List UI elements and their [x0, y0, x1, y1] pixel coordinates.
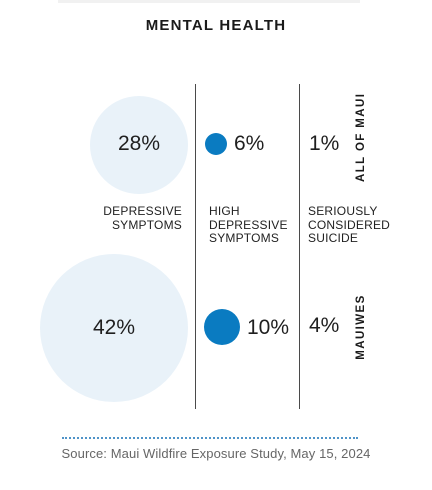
column-label-line: SERIOUSLY — [308, 204, 378, 218]
high-depressive-mauiwes-dot — [204, 309, 240, 345]
column-label-line: DEPRESSIVE — [103, 204, 182, 218]
column-divider-2 — [299, 84, 300, 409]
depressive-mauiwes-bubble — [40, 254, 188, 402]
row-label-all-of-maui: ALL OF MAUI — [355, 92, 367, 182]
suicide-all-value: 1% — [309, 132, 340, 155]
column-label-line: SUICIDE — [308, 231, 359, 245]
column-label-depressive: DEPRESSIVE SYMPTOMS — [80, 204, 182, 232]
column-divider-1 — [195, 84, 196, 409]
column-label-high-depressive: HIGH DEPRESSIVE SYMPTOMS — [209, 204, 299, 246]
column-label-line: CONSIDERED — [308, 217, 391, 232]
row-label-mauiwes: MAUIWES — [355, 294, 367, 360]
depressive-all-value: 28% — [117, 132, 161, 155]
source-note: Source: Maui Wildfire Exposure Study, Ma… — [61, 446, 371, 461]
column-label-line: HIGH — [209, 204, 240, 218]
high-depressive-all-dot — [205, 133, 227, 155]
column-label-line: DEPRESSIVE — [209, 217, 288, 232]
top-rule — [58, 0, 360, 3]
high-depressive-mauiwes-value: 10% — [247, 316, 290, 339]
depressive-all-bubble — [90, 96, 188, 194]
column-label-line: SYMPTOMS — [111, 217, 182, 232]
column-label-line: SYMPTOMS — [209, 231, 280, 245]
dotted-rule — [62, 437, 358, 439]
depressive-mauiwes-value: 42% — [92, 316, 136, 339]
chart-title: MENTAL HEALTH — [145, 17, 287, 34]
suicide-mauiwes-value: 4% — [309, 314, 340, 337]
column-label-suicide: SERIOUSLY CONSIDERED SUICIDE — [308, 204, 408, 246]
high-depressive-all-value: 6% — [234, 132, 265, 155]
